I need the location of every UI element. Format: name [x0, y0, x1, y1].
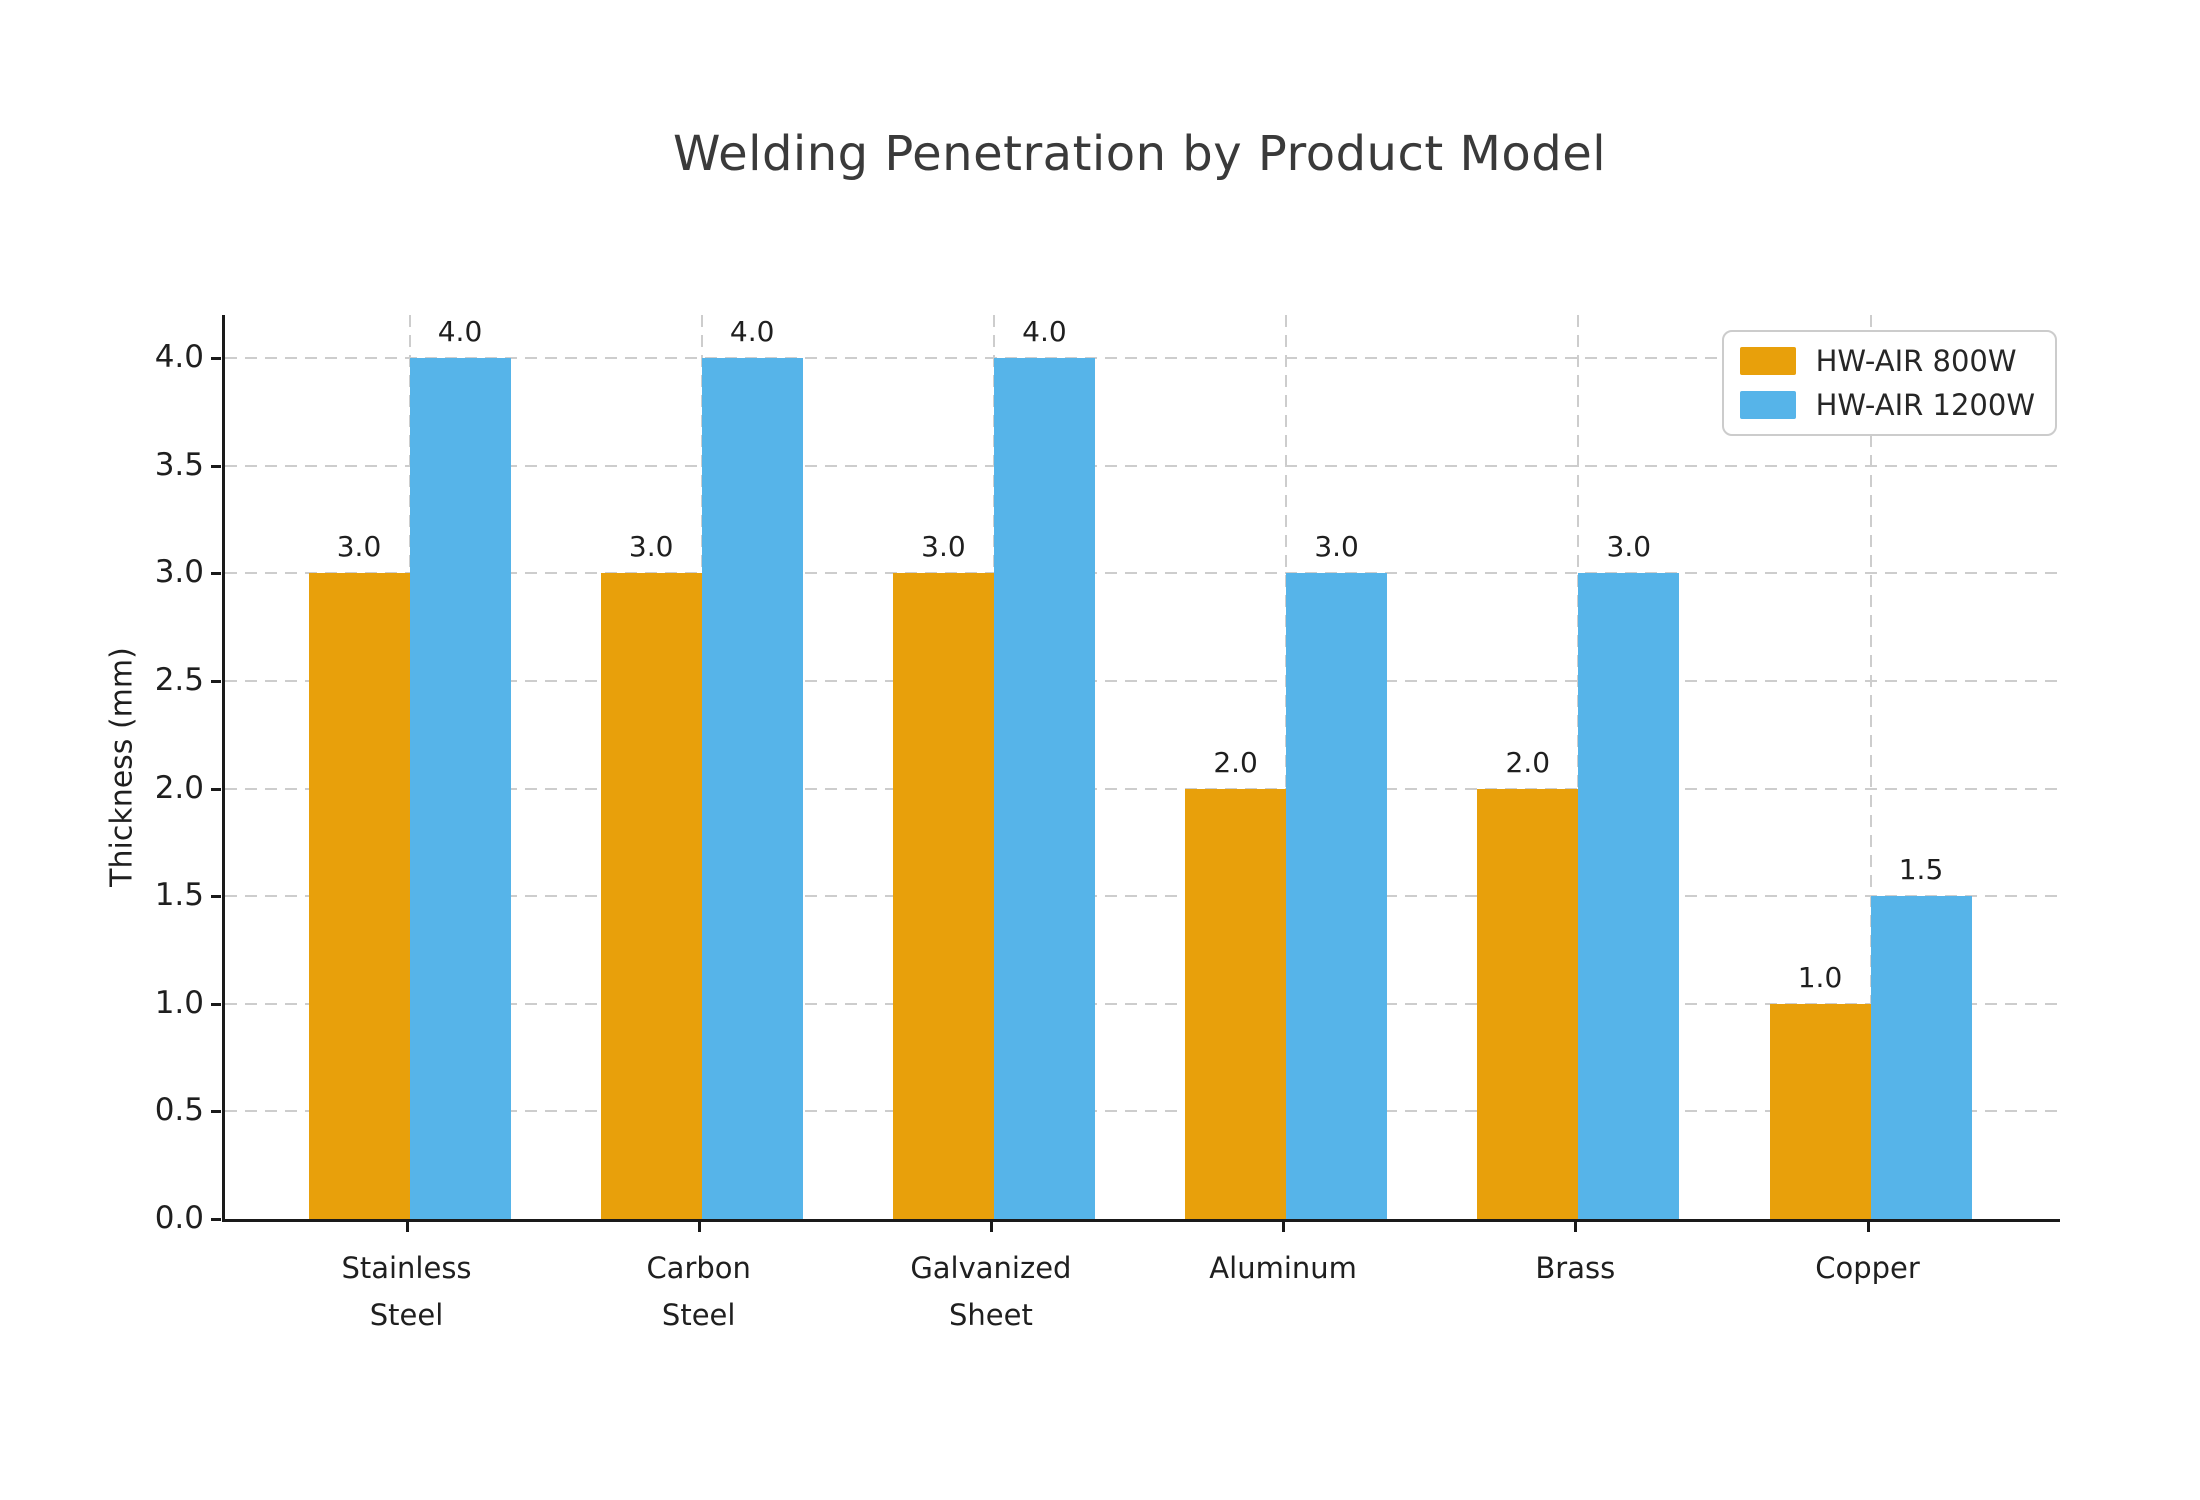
x-axis-tick: [405, 1222, 409, 1232]
horizontal-gridline: [225, 1002, 2060, 1005]
legend: HW-AIR 800W HW-AIR 1200W: [1721, 330, 2057, 436]
bar: [701, 358, 803, 1219]
y-axis-tick: [211, 1110, 221, 1114]
x-axis-tick: [1282, 1222, 1286, 1232]
legend-label: HW-AIR 800W: [1815, 344, 2017, 378]
x-category-label: Aluminum: [1209, 1251, 1357, 1285]
bar: [1870, 896, 1972, 1219]
x-axis-tick: [1574, 1222, 1578, 1232]
bar: [1769, 1003, 1871, 1219]
bar-value-label: 3.0: [921, 530, 966, 564]
bar: [1185, 788, 1287, 1219]
bar-value-label: 4.0: [1022, 315, 1067, 349]
bar-value-label: 1.5: [1898, 853, 1944, 887]
bar-value-label: 4.0: [729, 315, 775, 349]
x-category-label: Brass: [1535, 1251, 1616, 1285]
bar: [1286, 573, 1388, 1219]
legend-entry: HW-AIR 800W: [1739, 344, 2035, 378]
bar-value-label: 2.0: [1505, 745, 1551, 779]
y-axis-tick: [211, 572, 221, 576]
legend-swatch: [1739, 391, 1796, 419]
x-category-label: Carbon Steel: [646, 1251, 751, 1332]
bar: [1477, 788, 1579, 1219]
horizontal-gridline: [225, 464, 2060, 467]
bar: [993, 358, 1095, 1219]
bar-value-label: 3.0: [1606, 530, 1652, 564]
legend-entry: HW-AIR 1200W: [1739, 388, 2035, 422]
x-category-label: Copper: [1815, 1251, 1920, 1285]
y-tick-label: 0.5: [154, 1092, 204, 1129]
bar: [892, 573, 994, 1219]
bar: [308, 573, 410, 1219]
bar-value-label: 2.0: [1213, 745, 1258, 779]
x-axis-tick: [1866, 1222, 1870, 1232]
x-category-label: Galvanized Sheet: [910, 1251, 1072, 1332]
bar-value-label: 1.0: [1797, 960, 1843, 994]
horizontal-gridline: [225, 895, 2060, 898]
x-category-label: Stainless Steel: [341, 1251, 472, 1332]
horizontal-gridline: [225, 357, 2060, 360]
y-axis-tick: [211, 357, 221, 361]
horizontal-gridline: [225, 679, 2060, 682]
legend-label: HW-AIR 1200W: [1815, 388, 2035, 422]
y-tick-label: 2.0: [154, 769, 204, 806]
bar-value-label: 3.0: [336, 530, 382, 564]
y-axis-tick: [211, 895, 221, 899]
bar-value-label: 4.0: [437, 315, 483, 349]
y-tick-label: 1.0: [154, 984, 204, 1021]
vertical-gridline: [1869, 315, 1872, 1219]
y-axis-tick: [211, 464, 221, 468]
horizontal-gridline: [225, 787, 2060, 790]
y-axis-tick: [211, 1002, 221, 1006]
bar: [1578, 573, 1680, 1219]
y-axis-tick: [211, 787, 221, 791]
chart-title: Welding Penetration by Product Model: [672, 126, 1607, 182]
y-tick-label: 0.0: [154, 1200, 204, 1236]
bar: [409, 358, 511, 1219]
horizontal-gridline: [225, 572, 2060, 575]
y-tick-label: 4.0: [154, 339, 204, 376]
y-axis-tick: [211, 679, 221, 683]
legend-swatch: [1739, 347, 1796, 375]
horizontal-gridline: [225, 1110, 2060, 1113]
bar-value-label: 3.0: [1314, 530, 1359, 564]
y-axis-tick: [211, 1218, 221, 1221]
y-tick-label: 2.5: [154, 661, 204, 698]
plot-area: 3.0 4.0 3.0 4.0 3.0 4.0 2.0 3.0 2.0 3.0 1.0 1.5: [222, 315, 2060, 1222]
y-tick-label: 1.5: [154, 877, 204, 914]
x-axis-tick: [989, 1222, 993, 1232]
bar: [600, 573, 702, 1219]
y-tick-label: 3.0: [154, 554, 204, 591]
y-tick-label: 3.5: [154, 446, 204, 483]
x-axis-tick: [697, 1222, 701, 1232]
bar-value-label: 3.0: [628, 530, 674, 564]
